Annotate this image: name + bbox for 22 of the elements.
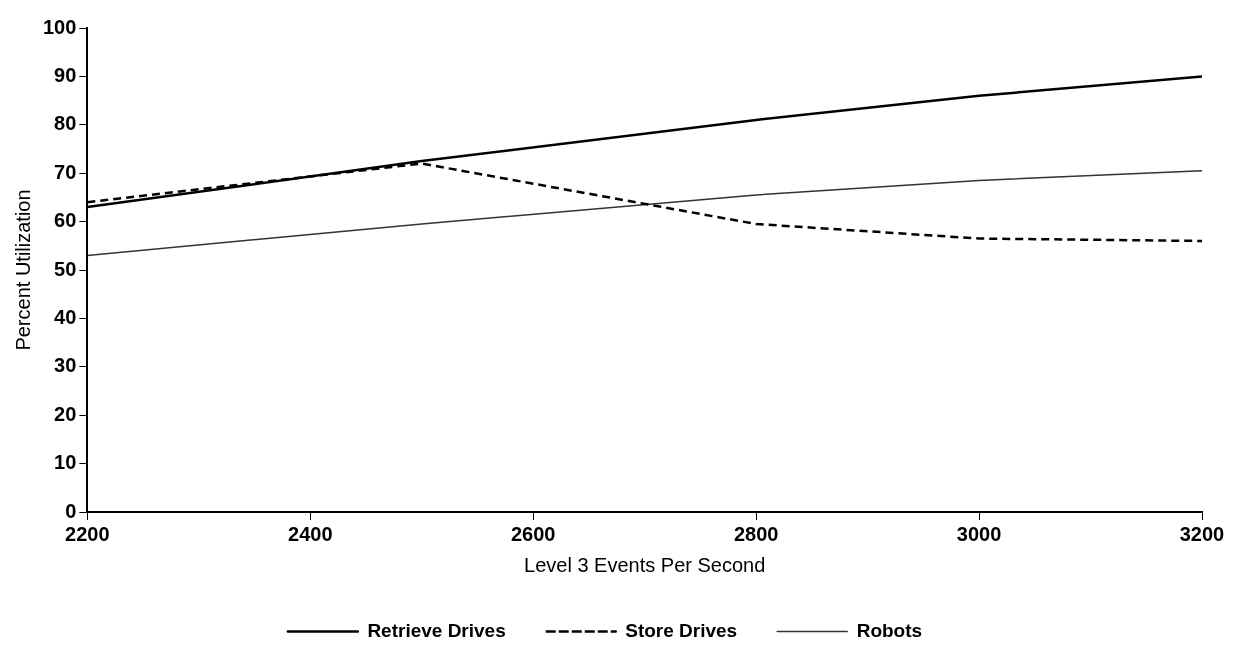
legend-label: Retrieve Drives <box>367 619 506 641</box>
x-tick-label: 2400 <box>288 522 333 545</box>
legend-label: Store Drives <box>625 619 738 641</box>
x-tick-label: 2600 <box>510 522 556 545</box>
y-axis-title: Percent Utilization <box>11 189 34 351</box>
y-tick-label: 60 <box>54 209 77 232</box>
x-tick-label: 3000 <box>956 522 1002 545</box>
x-axis-title: Level 3 Events Per Second <box>524 553 766 576</box>
x-tick-label: 2200 <box>65 522 110 545</box>
y-tick-label: 50 <box>54 257 77 280</box>
y-tick-label: 20 <box>54 402 77 425</box>
x-tick-label: 2800 <box>733 522 779 545</box>
legend-label: Robots <box>856 619 923 641</box>
y-tick-label: 0 <box>65 499 77 522</box>
x-tick-label: 3200 <box>1179 522 1225 545</box>
y-tick-label: 90 <box>54 63 77 86</box>
y-tick-label: 30 <box>54 354 77 377</box>
y-tick-label: 10 <box>54 451 77 474</box>
y-tick-label: 100 <box>42 15 77 38</box>
y-tick-label: 40 <box>54 305 77 328</box>
y-tick-label: 70 <box>54 160 77 183</box>
y-tick-label: 80 <box>54 112 77 135</box>
